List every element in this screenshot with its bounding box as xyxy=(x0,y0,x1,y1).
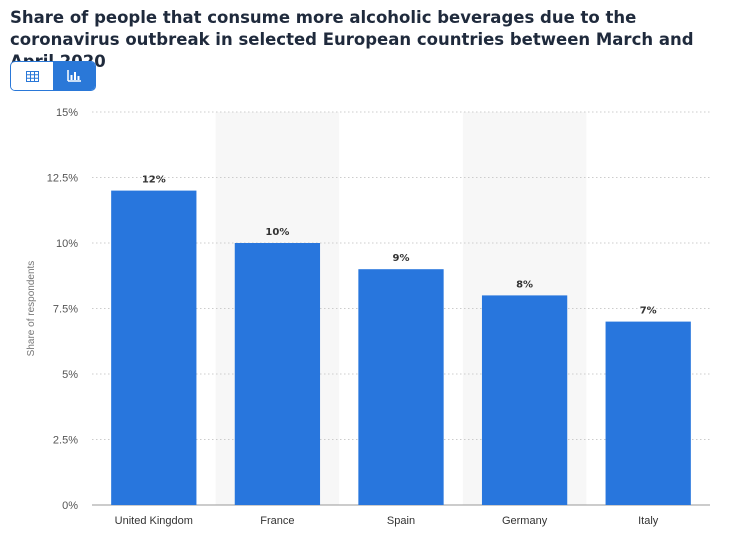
data-label: 8% xyxy=(516,279,533,290)
chart-view-button[interactable] xyxy=(53,62,95,90)
table-view-button[interactable] xyxy=(11,62,53,90)
data-label: 7% xyxy=(640,306,657,317)
y-tick-label: 2.5% xyxy=(53,435,78,447)
bar-chart-icon xyxy=(67,70,81,82)
x-tick-label: Spain xyxy=(387,515,415,527)
x-tick-label: United Kingdom xyxy=(115,515,193,527)
x-tick-label: Germany xyxy=(502,515,548,527)
x-tick-label: France xyxy=(260,515,294,527)
y-tick-label: 5% xyxy=(62,369,78,381)
bar xyxy=(234,243,321,505)
y-tick-label: 15% xyxy=(56,107,78,119)
bar xyxy=(481,295,568,505)
bar xyxy=(605,321,691,505)
bar xyxy=(358,269,444,505)
y-tick-label: 10% xyxy=(56,238,78,250)
x-tick-label: Italy xyxy=(638,515,659,527)
data-label: 9% xyxy=(393,253,410,264)
y-tick-label: 12.5% xyxy=(47,173,78,185)
y-axis-title: Share of respondents xyxy=(26,261,37,357)
bar xyxy=(111,190,197,505)
view-toggle xyxy=(10,61,96,91)
y-tick-label: 0% xyxy=(62,500,78,512)
data-label: 10% xyxy=(265,227,289,238)
table-icon xyxy=(25,70,39,82)
data-label: 12% xyxy=(142,175,166,186)
y-tick-label: 7.5% xyxy=(53,304,78,316)
